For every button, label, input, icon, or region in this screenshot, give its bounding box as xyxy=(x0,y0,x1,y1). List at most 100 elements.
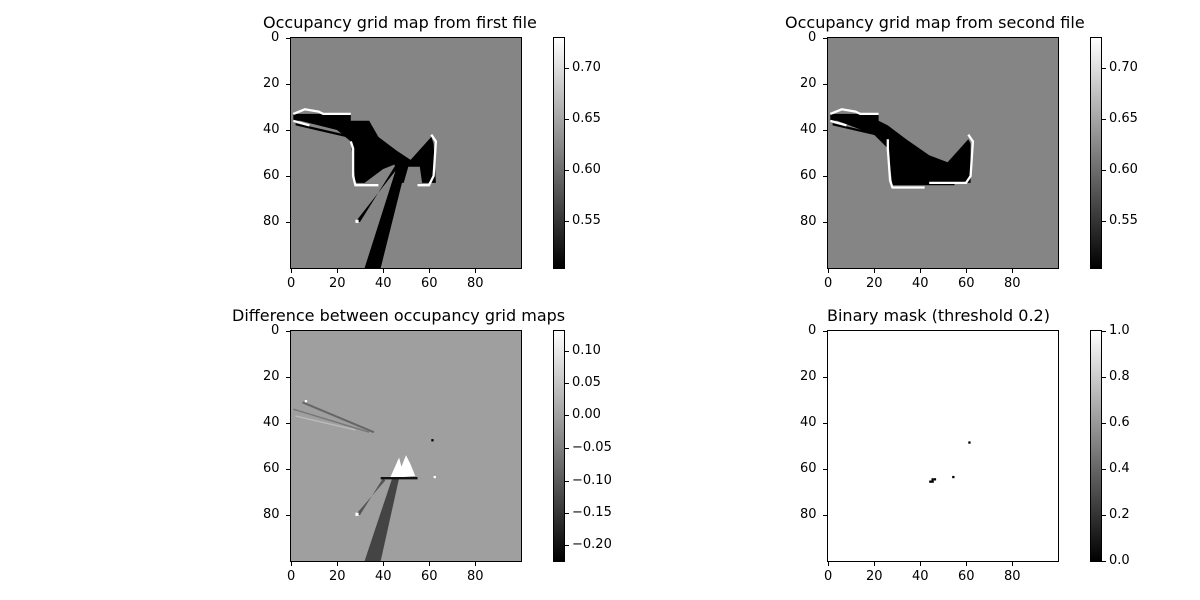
occupied-cell xyxy=(355,219,359,223)
x-tick-label: 80 xyxy=(1004,569,1021,584)
colorbar-tick-label: 0.70 xyxy=(572,60,601,75)
y-tick-label: 60 xyxy=(800,461,817,476)
y-tick-label: 0 xyxy=(808,323,817,338)
positive-region xyxy=(389,455,416,479)
colorbar-tick-label: 0.55 xyxy=(1109,213,1138,228)
occupied-wall xyxy=(829,108,879,116)
colorbar xyxy=(1090,37,1102,269)
heatmap-background xyxy=(828,38,1058,268)
occupied-wall xyxy=(292,119,310,127)
heatmap-axes xyxy=(827,330,1059,562)
colorbar-tick-label: −0.05 xyxy=(572,440,612,455)
negative-ray-short xyxy=(355,478,386,515)
x-tick-label: 40 xyxy=(912,569,929,584)
mask-zero-cell xyxy=(968,441,971,444)
x-tick-label: 40 xyxy=(375,276,392,291)
free-region xyxy=(830,113,971,186)
colorbar-tick-label: −0.10 xyxy=(572,473,612,488)
colorbar-tick-label: 0.55 xyxy=(572,213,601,228)
x-tick-label: 0 xyxy=(287,569,296,584)
free-ray-short xyxy=(355,166,397,222)
y-tick-label: 60 xyxy=(263,461,280,476)
x-tick-label: 0 xyxy=(287,276,296,291)
y-tick-label: 20 xyxy=(263,76,280,91)
plot-title: Binary mask (threshold 0.2) xyxy=(827,306,1050,325)
colorbar-tick-label: −0.20 xyxy=(572,537,612,552)
plot-title: Difference between occupancy grid maps xyxy=(232,306,566,325)
colorbar-tick-label: 0.6 xyxy=(1109,415,1130,430)
free-ray-long xyxy=(364,166,404,268)
occupied-wall xyxy=(886,139,925,189)
occupied-wall xyxy=(417,133,438,187)
positive-cell xyxy=(355,512,359,516)
plot-title: Occupancy grid map from first file xyxy=(263,13,537,32)
x-tick-label: 0 xyxy=(824,569,833,584)
occupied-wall xyxy=(929,133,975,185)
mask-zero-cell xyxy=(933,478,937,481)
y-tick-label: 40 xyxy=(263,122,280,137)
colorbar-tick-label: 0.60 xyxy=(572,162,601,177)
x-tick-label: 20 xyxy=(866,276,883,291)
y-tick-label: 0 xyxy=(271,30,280,45)
colorbar xyxy=(1090,330,1102,562)
x-tick-label: 80 xyxy=(1004,276,1021,291)
occupied-wall xyxy=(349,141,379,187)
heatmap-background xyxy=(828,331,1058,561)
mask-zero-cell xyxy=(931,478,934,481)
negative-streak xyxy=(293,408,370,433)
y-tick-label: 20 xyxy=(263,369,280,384)
free-ray-thin xyxy=(295,123,356,140)
mask-zero-cell xyxy=(952,475,955,479)
heatmap-axes xyxy=(290,37,522,269)
colorbar-tick-label: 0.8 xyxy=(1109,369,1130,384)
x-tick-label: 60 xyxy=(958,569,975,584)
positive-cell xyxy=(304,400,308,403)
y-tick-label: 20 xyxy=(800,76,817,91)
free-ray-thin xyxy=(832,123,893,140)
heatmap-image xyxy=(828,38,1058,268)
x-tick-label: 80 xyxy=(467,569,484,584)
colorbar xyxy=(553,37,565,269)
y-tick-label: 80 xyxy=(263,507,280,522)
colorbar xyxy=(553,330,565,562)
negative-cell xyxy=(431,439,434,442)
y-tick-label: 40 xyxy=(800,122,817,137)
colorbar-tick-label: 0.0 xyxy=(1109,553,1130,568)
x-tick-label: 80 xyxy=(467,276,484,291)
colorbar-tick-label: 0.2 xyxy=(1109,507,1130,522)
mask-zero-cell xyxy=(929,480,932,483)
heatmap-background xyxy=(291,331,521,561)
x-tick-label: 40 xyxy=(912,276,929,291)
y-tick-label: 20 xyxy=(800,369,817,384)
occupied-wall xyxy=(292,108,351,116)
x-tick-label: 20 xyxy=(329,569,346,584)
free-region xyxy=(293,113,436,183)
colorbar-tick-label: 0.05 xyxy=(572,375,601,390)
heatmap-axes xyxy=(827,37,1059,269)
heatmap-image xyxy=(828,331,1058,561)
y-tick-label: 80 xyxy=(800,507,817,522)
negative-streak xyxy=(302,401,375,434)
y-tick-label: 0 xyxy=(271,323,280,338)
positive-streak xyxy=(295,415,356,431)
heatmap-image xyxy=(291,38,521,268)
y-tick-label: 40 xyxy=(263,415,280,430)
colorbar-tick-label: 0.00 xyxy=(572,407,601,422)
y-tick-label: 40 xyxy=(800,415,817,430)
colorbar-tick-label: 1.0 xyxy=(1109,323,1130,338)
colorbar-tick-label: 0.60 xyxy=(1109,162,1138,177)
x-tick-label: 20 xyxy=(866,569,883,584)
heatmap-axes xyxy=(290,330,522,562)
colorbar-tick-label: 0.10 xyxy=(572,343,601,358)
y-tick-label: 60 xyxy=(800,168,817,183)
x-tick-label: 60 xyxy=(958,276,975,291)
x-tick-label: 40 xyxy=(375,569,392,584)
y-tick-label: 0 xyxy=(808,30,817,45)
positive-cell xyxy=(433,475,436,479)
heatmap-image xyxy=(291,331,521,561)
x-tick-label: 20 xyxy=(329,276,346,291)
x-tick-label: 0 xyxy=(824,276,833,291)
plot-title: Occupancy grid map from second file xyxy=(785,13,1085,32)
heatmap-background xyxy=(291,38,521,268)
mask-zero-cell xyxy=(931,480,934,483)
